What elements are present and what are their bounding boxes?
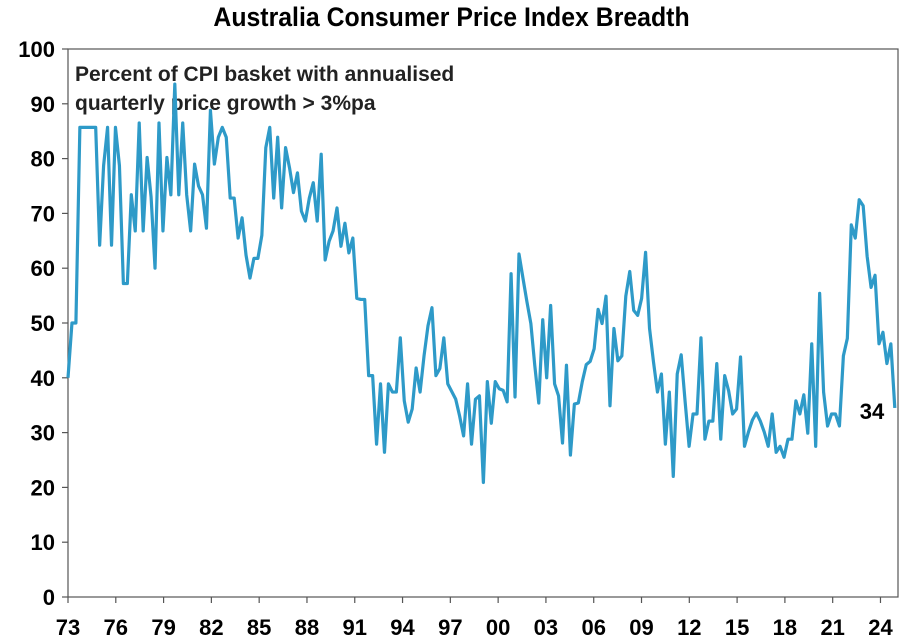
chart-title: Australia Consumer Price Index Breadth [213,2,690,32]
y-tick-label: 60 [31,256,55,281]
x-tick-label: 88 [295,615,319,640]
x-tick-label: 09 [629,615,653,640]
y-tick-label: 10 [31,530,55,555]
x-tick-label: 97 [438,615,462,640]
y-tick-label: 70 [31,201,55,226]
end-value-label: 34 [860,399,885,424]
x-tick-label: 00 [486,615,510,640]
series-group [66,82,897,485]
y-tick-label: 90 [31,92,55,117]
x-tick-label: 21 [820,615,844,640]
x-tick-label: 82 [199,615,223,640]
x-tick-label: 12 [677,615,701,640]
x-tick-label: 91 [343,615,367,640]
plot-area-frame [67,48,899,598]
x-tick-label: 24 [868,615,893,640]
x-tick-label: 73 [56,615,80,640]
x-axis: 73 76 79 82 85 88 91 94 97 00 03 06 09 12 15 18 21 24 [56,597,893,640]
y-tick-label: 20 [31,475,55,500]
y-tick-label: 40 [31,366,55,391]
y-tick-label: 30 [31,421,55,446]
x-tick-label: 15 [725,615,749,640]
y-axis: 0 10 20 30 40 50 60 70 80 90 100 [18,37,68,610]
y-tick-label: 0 [43,585,55,610]
y-tick-label: 100 [18,37,55,62]
x-tick-label: 06 [581,615,605,640]
x-tick-label: 18 [773,615,797,640]
chart-annotation-line-1: Percent of CPI basket with annualised [75,63,454,86]
x-tick-label: 76 [104,615,128,640]
series-line [66,82,897,485]
x-tick-label: 79 [151,615,175,640]
chart-annotation-line-2: quarterly price growth > 3%pa [75,92,376,115]
x-tick-label: 94 [390,615,415,640]
y-tick-label: 80 [31,147,55,172]
y-tick-label: 50 [31,311,55,336]
x-tick-label: 85 [247,615,271,640]
x-tick-label: 03 [534,615,558,640]
